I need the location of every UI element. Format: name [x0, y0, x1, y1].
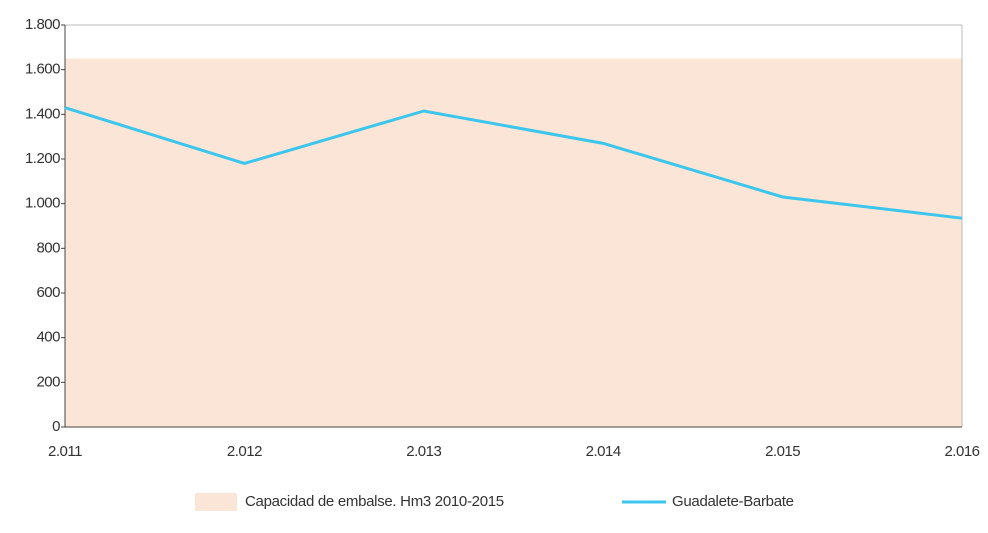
y-tick-label: 1.200 [25, 150, 60, 167]
area [65, 58, 962, 427]
x-tick-label: 2.015 [765, 443, 800, 460]
legend-swatch [195, 493, 237, 511]
y-tick-label: 200 [36, 373, 60, 390]
x-tick-label: 2.016 [944, 443, 979, 460]
y-tick-label: 600 [36, 284, 60, 301]
y-tick-label: 1.600 [25, 61, 60, 78]
y-tick-label: 0 [52, 418, 60, 435]
y-tick-label: 1.000 [25, 195, 60, 212]
legend-label: Guadalete-Barbate [672, 493, 794, 510]
x-tick-label: 2.012 [227, 443, 262, 460]
y-tick-label: 1.400 [25, 105, 60, 122]
legend-label: Capacidad de embalse. Hm3 2010-2015 [245, 493, 504, 510]
y-tick-label: 1.800 [25, 16, 60, 33]
y-tick-label: 800 [36, 239, 60, 256]
y-tick-label: 400 [36, 329, 60, 346]
x-tick-label: 2.014 [586, 443, 621, 460]
x-tick-label: 2.011 [48, 443, 82, 460]
line [64, 106, 963, 220]
x-tick-label: 2.013 [406, 443, 441, 460]
